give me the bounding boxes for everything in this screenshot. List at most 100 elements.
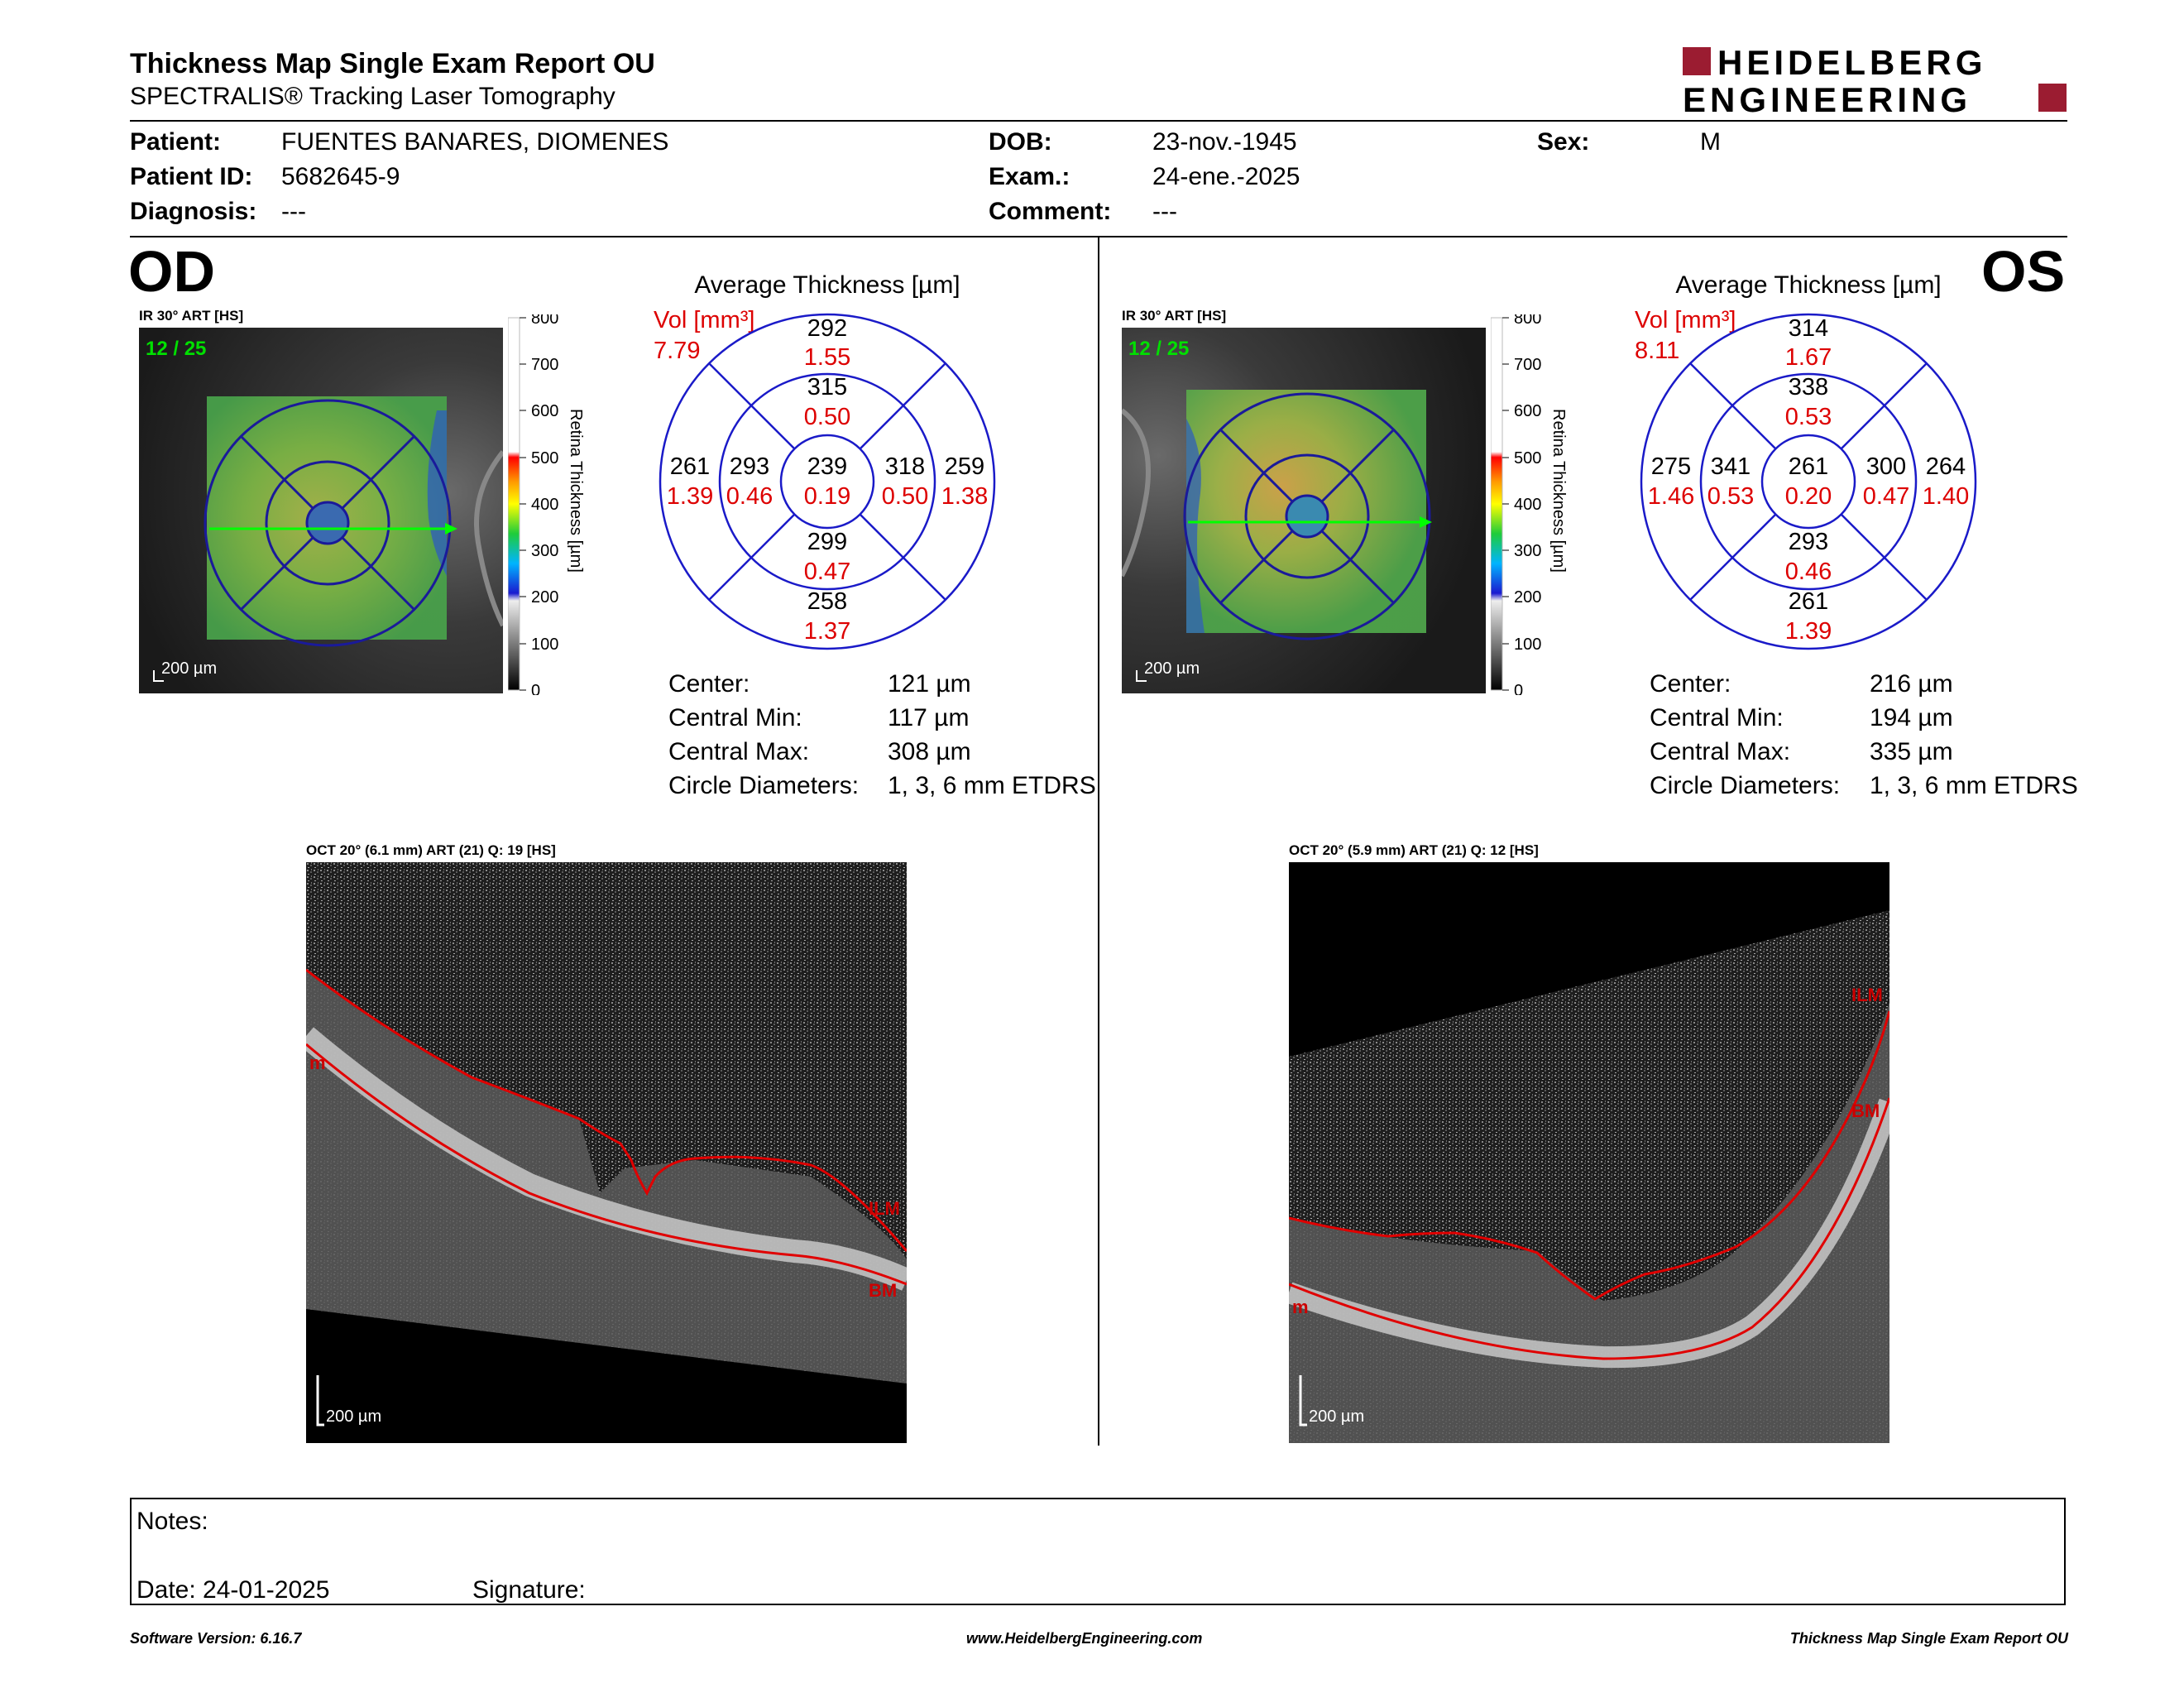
dob-label: DOB: [989, 128, 1052, 156]
os-outer-right-thk: 264 [1926, 453, 1966, 480]
os-cb-tick: 500 [1514, 449, 1541, 468]
os-ir-label: IR 30° ART [HS] [1122, 308, 1227, 324]
diagnosis-label: Diagnosis: [130, 198, 257, 225]
od-max-value: 308 µm [888, 738, 971, 765]
os-bm-tag: BM [1851, 1101, 1880, 1121]
od-oct-scale: 200 µm [326, 1407, 381, 1426]
logo-line1: HEIDELBERG [1717, 46, 1986, 82]
os-center-label: Center: [1650, 670, 1731, 698]
notes-label: Notes: [136, 1508, 208, 1535]
od-center-label: Center: [668, 670, 750, 698]
od-outer-top-vol: 1.55 [804, 344, 850, 371]
os-colorbar: 800 700 600 500 400 300 200 100 0 Retina… [1490, 309, 1573, 700]
os-scale-label: 200 µm [1144, 659, 1200, 678]
od-outer-left-thk: 261 [670, 453, 710, 480]
diagnosis-value: --- [281, 198, 306, 225]
os-outer-bottom-vol: 1.39 [1785, 618, 1832, 645]
od-outer-bottom-thk: 258 [807, 588, 847, 615]
od-inner-top-vol: 0.50 [804, 404, 850, 430]
os-center-value: 216 µm [1870, 670, 1953, 698]
od-min-label: Central Min: [668, 704, 802, 731]
os-inner-left-thk: 341 [1711, 453, 1751, 480]
od-oct-label: OCT 20° (6.1 mm) ART (21) Q: 19 [HS] [306, 842, 556, 858]
od-cb-tick: 200 [531, 588, 558, 607]
os-avg-title: Average Thickness [µm] [1675, 271, 1941, 299]
os-cb-tick: 400 [1514, 496, 1541, 514]
exam-label: Exam.: [989, 163, 1070, 190]
od-m-tag: m [309, 1053, 326, 1073]
os-cb-tick: 0 [1514, 682, 1523, 695]
patient-name: FUENTES BANARES, DIOMENES [281, 128, 669, 156]
date-label: Date: 24-01-2025 [136, 1576, 330, 1604]
od-max-label: Central Max: [668, 738, 810, 765]
od-inner-right-vol: 0.50 [882, 483, 928, 510]
od-scale-label: 200 µm [161, 659, 217, 678]
os-ilm-tag: ILM [1851, 985, 1883, 1005]
od-vol-label: Vol [mm³] [654, 307, 754, 333]
od-outer-bottom-vol: 1.37 [804, 618, 850, 645]
os-eye-label: OS [1981, 239, 2066, 304]
os-cb-tick: 300 [1514, 542, 1541, 560]
report-subtitle: SPECTRALIS® Tracking Laser Tomography [130, 83, 615, 110]
os-min-value: 194 µm [1870, 704, 1953, 731]
od-ir-label: IR 30° ART [HS] [139, 308, 244, 324]
os-outer-top-vol: 1.67 [1785, 344, 1832, 371]
od-vol-total: 7.79 [654, 338, 700, 364]
od-ilm-tag: ILM [869, 1198, 900, 1219]
os-inner-bottom-thk: 293 [1789, 529, 1828, 555]
os-cb-tick: 600 [1514, 402, 1541, 420]
os-cb-tick: 200 [1514, 588, 1541, 607]
od-cb-tick: 100 [531, 635, 558, 654]
signature-label: Signature: [472, 1576, 586, 1604]
os-m-tag: m [1292, 1297, 1309, 1317]
os-inner-right-thk: 300 [1866, 453, 1906, 480]
os-inner-bottom-vol: 0.46 [1785, 559, 1832, 585]
os-inner-left-vol: 0.53 [1707, 483, 1754, 510]
software-version: Software Version: 6.16.7 [130, 1630, 302, 1647]
od-avg-title: Average Thickness [µm] [694, 271, 960, 299]
os-cb-title: Retina Thickness [µm] [1549, 409, 1568, 573]
heidelberg-logo: HEIDELBERG ENGINEERING [1683, 43, 2068, 119]
report-title: Thickness Map Single Exam Report OU [130, 48, 655, 79]
os-inner-top-vol: 0.53 [1785, 404, 1832, 430]
od-inner-bottom-thk: 299 [807, 529, 847, 555]
website-link[interactable]: www.HeidelbergEngineering.com [966, 1630, 1203, 1647]
os-max-value: 335 µm [1870, 738, 1953, 765]
notes-box[interactable]: Notes: Date: 24-01-2025 Signature: [130, 1498, 2066, 1605]
od-cb-tick: 700 [531, 356, 558, 374]
comment-label: Comment: [989, 198, 1112, 225]
od-outer-top-thk: 292 [807, 315, 847, 342]
os-max-label: Central Max: [1650, 738, 1791, 765]
os-outer-top-thk: 314 [1789, 315, 1828, 342]
os-oct-bscan: ILM BM m 200 µm [1285, 862, 1900, 1443]
os-outer-right-vol: 1.40 [1923, 483, 1969, 510]
os-center-vol: 0.20 [1785, 483, 1832, 510]
od-cb-tick: 600 [531, 402, 558, 420]
od-cb-title: Retina Thickness [µm] [567, 409, 585, 573]
os-outer-bottom-thk: 261 [1789, 588, 1828, 615]
footer-report-name: Thickness Map Single Exam Report OU [1789, 1630, 2068, 1647]
os-vol-label: Vol [mm³] [1635, 307, 1736, 333]
od-inner-left-thk: 293 [730, 453, 769, 480]
od-etdrs-grid: Average Thickness [µm] Vol [mm³] 7.79 29… [645, 265, 1109, 654]
od-min-value: 117 µm [888, 704, 970, 731]
os-oct-scale: 200 µm [1309, 1407, 1364, 1426]
od-outer-right-thk: 259 [945, 453, 984, 480]
od-fundus-thickness-map: 12 / 25 200 µm [139, 328, 505, 693]
sex-label: Sex: [1537, 128, 1590, 156]
od-cb-tick: 0 [531, 682, 540, 695]
od-eye-label: OD [128, 239, 215, 304]
od-center-thk: 239 [807, 453, 847, 480]
od-diam-value: 1, 3, 6 mm ETDRS [888, 772, 1096, 799]
exam-value: 24-ene.-2025 [1152, 163, 1300, 190]
os-oct-label: OCT 20° (5.9 mm) ART (21) Q: 12 [HS] [1289, 842, 1539, 858]
od-inner-right-thk: 318 [885, 453, 925, 480]
od-oct-bscan: ILM BM m 200 µm [298, 862, 912, 1443]
od-inner-bottom-vol: 0.47 [804, 559, 850, 585]
od-cb-tick: 300 [531, 542, 558, 560]
os-min-label: Central Min: [1650, 704, 1784, 731]
od-outer-right-vol: 1.38 [941, 483, 988, 510]
patient-id: 5682645-9 [281, 163, 400, 190]
logo-line2: ENGINEERING [1683, 80, 1971, 116]
eye-divider [1098, 237, 1099, 1446]
